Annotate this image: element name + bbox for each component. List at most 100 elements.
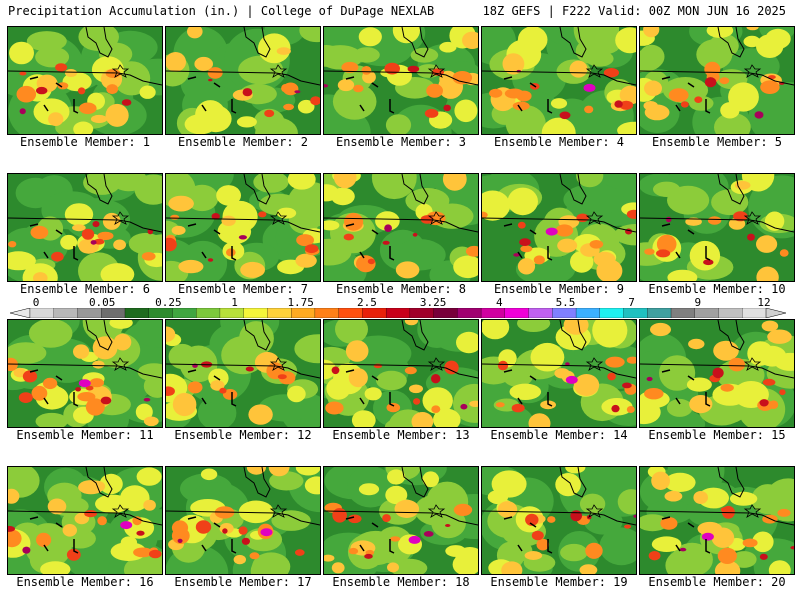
precip-field [482,320,636,427]
colorbar-tick-label: 1.75 [287,296,314,309]
ensemble-member-map [7,319,163,428]
colorbar-tick-label: 5.5 [555,296,576,309]
precip-field [640,320,794,427]
precip-field [482,174,636,281]
ensemble-member-label: Ensemble Member: 8 [335,282,467,296]
ensemble-member-label: Ensemble Member: 12 [174,428,312,442]
ensemble-member-map [481,26,637,135]
ensemble-member-label: Ensemble Member: 7 [177,282,309,296]
ensemble-member-label: Ensemble Member: 4 [493,135,625,149]
colorbar [10,308,786,318]
model-run-info: 18Z GEFS | F222 Valid: 00Z MON JUN 16 20… [482,4,786,18]
ensemble-member-map [165,319,321,428]
colorbar-swatch [362,308,387,318]
precip-field [640,174,794,281]
colorbar-swatch [480,308,506,318]
ensemble-member-label: Ensemble Member: 20 [648,575,786,589]
ensemble-member-map [481,173,637,282]
precip-field [166,467,320,574]
ensemble-member-label: Ensemble Member: 19 [490,575,628,589]
colorbar-swatch [552,308,577,318]
colorbar-swatch [623,308,648,318]
map-title: Precipitation Accumulation (in.) | Colle… [8,4,435,18]
precip-field [8,174,162,281]
ensemble-member-label: Ensemble Member: 10 [648,282,786,296]
ensemble-member-label: Ensemble Member: 5 [651,135,783,149]
colorbar-swatch [718,308,743,318]
colorbar-tick-label: 4 [495,296,503,309]
colorbar-tick-label: 3.25 [419,296,447,309]
precip-field [324,174,478,281]
colorbar-swatch [504,308,530,318]
ensemble-member-map [165,466,321,575]
ensemble-member-label: Ensemble Member: 6 [19,282,151,296]
precip-field [8,320,162,427]
ensemble-member-map [639,26,795,135]
colorbar-arrow-right [765,308,786,318]
colorbar-tick-label: 0 [32,296,40,309]
precip-field [482,467,636,574]
ensemble-member-label: Ensemble Member: 17 [174,575,312,589]
colorbar-swatch [457,308,482,318]
colorbar-tick-label: 2.5 [356,296,377,309]
ensemble-member-map [323,173,479,282]
colorbar-swatch [338,308,364,318]
precip-field [482,27,636,134]
ensemble-member-label: Ensemble Member: 3 [335,135,467,149]
ensemble-member-label: Ensemble Member: 16 [16,575,154,589]
ensemble-member-map [639,466,795,575]
colorbar-tick-label: 7 [628,296,635,309]
precip-field [640,27,794,134]
ensemble-member-label: Ensemble Member: 1 [19,135,151,149]
ensemble-member-label: Ensemble Member: 11 [16,428,154,442]
colorbar-swatch [196,308,221,318]
colorbar-swatch [599,308,625,318]
precip-field [166,27,320,134]
colorbar-swatch [528,308,553,318]
ensemble-member-map [165,26,321,135]
precip-field [640,467,794,574]
ensemble-member-map [639,173,795,282]
colorbar-swatch [29,308,55,318]
ensemble-member-label: Ensemble Member: 18 [332,575,470,589]
ensemble-member-label: Ensemble Member: 14 [490,428,628,442]
colorbar-swatch [148,308,174,318]
colorbar-swatch [172,308,197,318]
ensemble-member-map [323,26,479,135]
ensemble-member-map [7,26,163,135]
ensemble-member-map [7,173,163,282]
ensemble-member-map [323,319,479,428]
colorbar-swatch [670,308,696,318]
ensemble-member-label: Ensemble Member: 9 [493,282,625,296]
ensemble-member-map [639,319,795,428]
ensemble-member-map [481,466,637,575]
precip-field [8,467,162,574]
colorbar-swatch [433,308,458,318]
colorbar-tick-label: 1 [231,296,238,309]
ensemble-member-label: Ensemble Member: 2 [177,135,309,149]
colorbar-tick-label: 9 [694,296,702,309]
colorbar-swatch [647,308,672,318]
precip-field [324,467,478,574]
ensemble-member-label: Ensemble Member: 15 [648,428,786,442]
ensemble-member-map [323,466,479,575]
colorbar-swatch [575,308,601,318]
colorbar-swatch [694,308,720,318]
colorbar-swatch [409,308,435,318]
colorbar-swatch [77,308,102,318]
colorbar-swatch [385,308,411,318]
colorbar-arrow-left [10,308,31,318]
precip-field [166,320,320,427]
precip-field [8,27,162,134]
precip-field [166,174,320,281]
colorbar-tick-label: 0.05 [88,296,116,309]
colorbar-swatch [314,308,340,318]
colorbar-swatch [53,308,79,318]
colorbar-swatch [267,308,292,318]
ensemble-member-map [481,319,637,428]
colorbar-swatch [101,308,126,318]
colorbar-swatch [124,308,150,318]
precip-field [324,320,478,427]
colorbar-swatch [742,308,767,318]
colorbar-swatch [219,308,245,318]
